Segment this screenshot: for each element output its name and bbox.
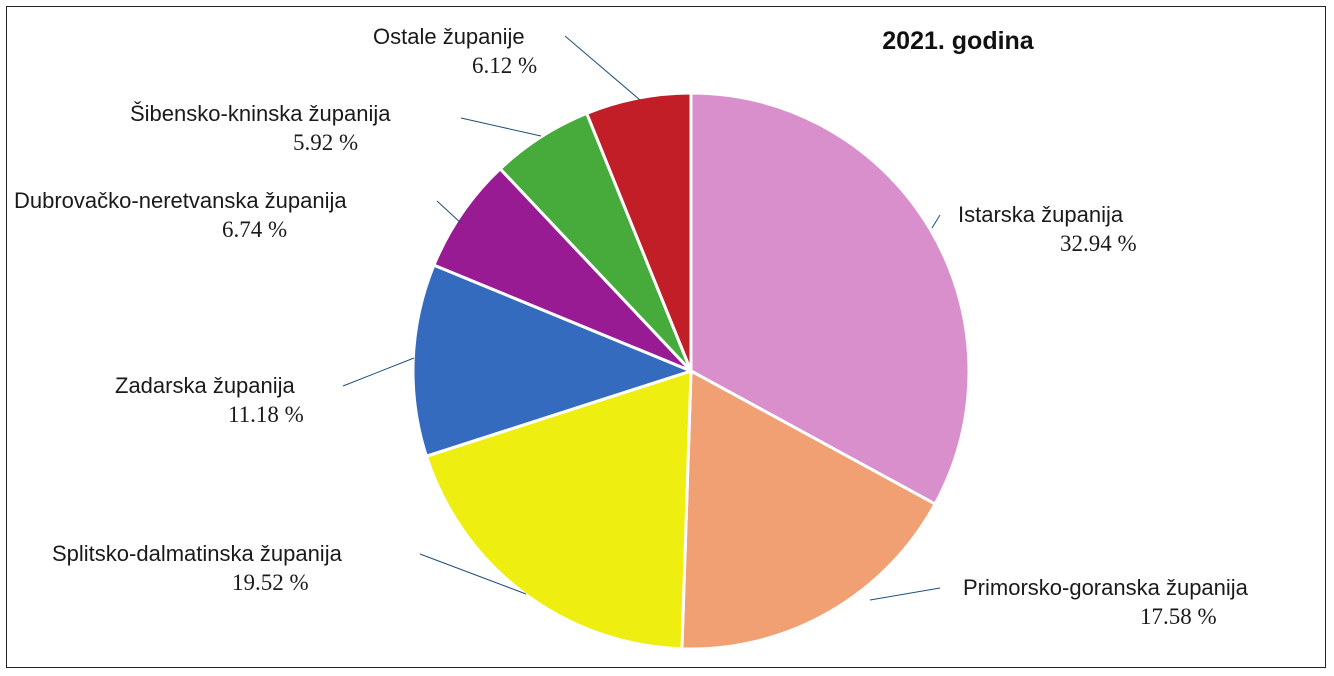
slice-category-label: Dubrovačko-neretvanska županija [14, 188, 347, 213]
slice-value-label: 6.12 % [472, 53, 537, 78]
leader-line [460, 117, 542, 137]
slice-category-label: Šibensko-kninska županija [130, 101, 391, 126]
slice-value-label: 17.58 % [1140, 604, 1217, 629]
leader-line [436, 200, 463, 225]
slice-value-label: 32.94 % [1060, 231, 1137, 256]
pie-slice [680, 369, 937, 651]
leader-line [564, 35, 641, 101]
leader-line [931, 214, 941, 229]
leader-line [419, 553, 527, 595]
slice-category-label: Primorsko-goranska županija [963, 575, 1249, 600]
leader-lines [342, 35, 941, 601]
slice-category-label: Ostale županije [373, 24, 525, 49]
slice-value-label: 6.74 % [222, 217, 287, 242]
slice-category-label: Istarska županija [958, 202, 1124, 227]
leader-line [869, 587, 941, 601]
pie-slice [411, 263, 693, 458]
slice-category-label: Splitsko-dalmatinska županija [52, 541, 343, 566]
slice-category-label: Zadarska županija [115, 373, 296, 398]
pie-slice [689, 91, 971, 506]
pie-slices [411, 91, 971, 651]
slice-labels: Istarska županija 32.94 % Primorsko-gorans… [14, 24, 1249, 629]
slice-value-label: 11.18 % [228, 402, 304, 427]
slice-value-label: 19.52 % [232, 570, 309, 595]
pie-slice [432, 167, 693, 373]
slice-value-label: 5.92 % [293, 130, 358, 155]
leader-line [342, 357, 415, 387]
chart-title: 2021. godina [882, 27, 1035, 55]
